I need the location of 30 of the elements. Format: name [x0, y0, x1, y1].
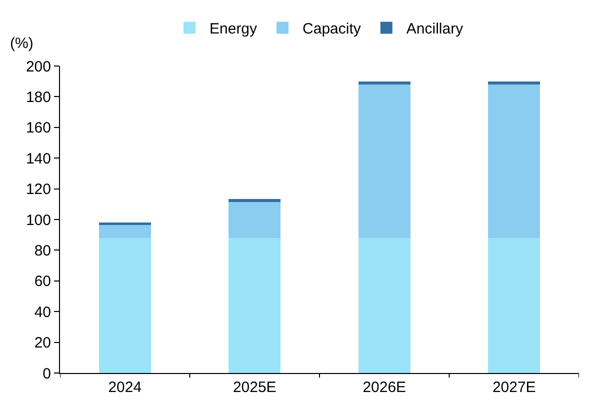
y-tick-label: 0 [42, 365, 51, 382]
x-tick-label: 2025E [232, 379, 276, 396]
bar [228, 202, 281, 238]
legend-label: Ancillary [406, 20, 464, 38]
y-tick-label: 80 [34, 242, 51, 260]
y-tick-label: 120 [26, 181, 51, 198]
y-tick-label: 100 [26, 212, 51, 229]
legend-label: Capacity [302, 20, 362, 38]
bar [228, 198, 281, 202]
y-tick-label: 20 [34, 334, 51, 352]
y-axis-title: (%) [10, 35, 34, 52]
bar [488, 84, 540, 238]
bar [358, 84, 410, 238]
x-tick-label: 2027E [492, 379, 536, 396]
x-tick-label: 2024 [108, 379, 142, 396]
y-tick-label: 40 [34, 304, 51, 321]
y-tick-label: 60 [34, 273, 51, 290]
bar [98, 224, 151, 238]
bar [358, 81, 410, 84]
bar [228, 238, 281, 373]
y-tick-label: 160 [26, 120, 51, 137]
bar [98, 238, 151, 373]
y-tick-label: 140 [26, 150, 51, 168]
legend-label: Energy [210, 20, 258, 38]
y-tick-label: 180 [26, 88, 51, 106]
bar [488, 81, 540, 84]
bar [358, 238, 410, 373]
y-tick-label: 200 [26, 58, 51, 76]
x-tick-label: 2026E [362, 379, 406, 396]
bar [488, 238, 540, 373]
